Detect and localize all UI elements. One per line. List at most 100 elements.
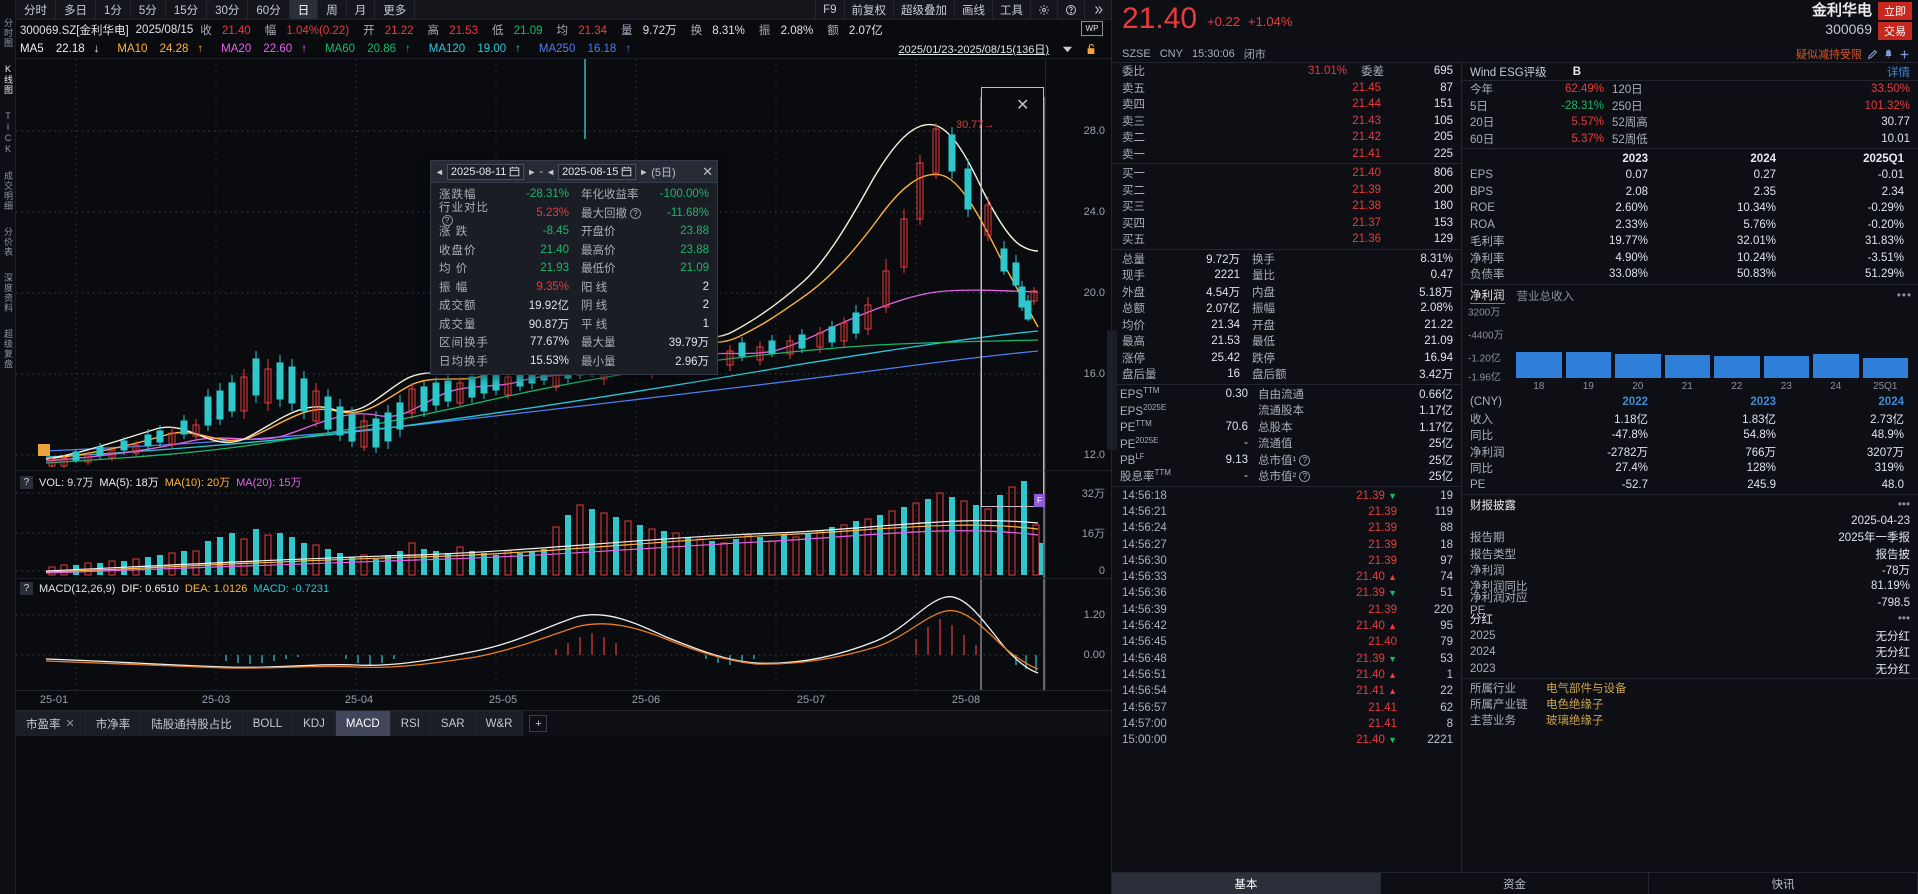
- tab-boll[interactable]: BOLL: [242, 711, 294, 736]
- bid-row[interactable]: 买二 21.39 200: [1122, 183, 1453, 197]
- ask-row[interactable]: 卖二 21.42 205: [1122, 131, 1453, 145]
- time-and-sales[interactable]: 14:56:18 21.39 ▼ 19 14:56:21 21.39 119 14:56…: [1112, 488, 1461, 749]
- next-arrow-icon[interactable]: ►: [527, 166, 537, 177]
- tab-pe-ratio[interactable]: 市盈率 ✕: [16, 711, 86, 736]
- quote-close: 收 21.40: [200, 25, 251, 37]
- quote-sidebar: 21.40 +0.22 +1.04% 金利华电 300069 立即 交易 SZSE…: [1107, 0, 1918, 894]
- bid-row[interactable]: 买三 21.38 180: [1122, 200, 1453, 214]
- indicator-tabs: 市盈率 ✕ 市净率 陆股通持股占比 BOLL KDJ MACD RSI SAR W…: [16, 710, 1111, 736]
- close-icon[interactable]: ✕: [702, 163, 713, 179]
- more-options-icon[interactable]: •••: [1896, 289, 1912, 302]
- date-to-input[interactable]: 2025-08-15: [558, 163, 637, 180]
- wp-badge[interactable]: WP: [1081, 21, 1103, 36]
- next-arrow-icon-2[interactable]: ►: [639, 166, 649, 177]
- date-range-selector[interactable]: 2025/01/23-2025/08/15(136日): [899, 41, 1105, 57]
- tick-row: 14:56:30 21.39 97: [1122, 554, 1453, 567]
- button-f9[interactable]: F9: [815, 0, 843, 19]
- tab-rsi[interactable]: RSI: [390, 711, 431, 736]
- tab-kdj[interactable]: KDJ: [293, 711, 336, 736]
- calendar-icon-2[interactable]: [621, 166, 632, 177]
- tab-wr[interactable]: W&R: [475, 711, 524, 736]
- rail-item-deep-data[interactable]: 深度资料: [3, 273, 13, 313]
- calendar-icon[interactable]: [509, 166, 520, 177]
- help-icon[interactable]: ?: [20, 475, 33, 489]
- plus-icon[interactable]: [1899, 49, 1910, 60]
- chevron-down-icon[interactable]: [1062, 44, 1073, 55]
- tab-multiday[interactable]: 多日: [56, 0, 96, 19]
- more-options-icon[interactable]: •••: [1897, 613, 1910, 626]
- sidebar-scrollbar[interactable]: [1107, 330, 1117, 450]
- volume-chart-pane[interactable]: ? VOL: 9.7万 MA(5): 18万 MA(10): 20万 MA(20…: [16, 470, 1111, 578]
- bell-icon[interactable]: [1883, 49, 1894, 60]
- date-from-input[interactable]: 2025-08-11: [446, 163, 525, 180]
- tab-net-profit[interactable]: 净利润: [1470, 287, 1505, 304]
- help-icon[interactable]: [1057, 0, 1084, 19]
- tab-sar[interactable]: SAR: [430, 711, 476, 736]
- lock-open-icon[interactable]: [1086, 43, 1096, 55]
- trade-now-button[interactable]: 立即: [1878, 2, 1912, 20]
- rail-item-super-replay[interactable]: 超级复盘: [3, 329, 13, 369]
- rail-item-trade-detail[interactable]: 成交明细: [3, 171, 13, 211]
- tab-northbound-holding[interactable]: 陆股通持股占比: [141, 711, 243, 736]
- tab-funds[interactable]: 资金: [1381, 873, 1650, 894]
- close-icon[interactable]: ✕: [65, 718, 75, 730]
- more-options-icon[interactable]: •••: [1897, 498, 1910, 511]
- help-icon[interactable]: ?: [442, 214, 453, 226]
- selection-region-box[interactable]: [981, 87, 1044, 507]
- tab-news[interactable]: 快讯: [1649, 873, 1918, 894]
- ma-indicator-line: MA5 22.18 ↓ MA10 24.28 ↑ MA20 22.60 ↑ MA60 …: [16, 21, 1111, 58]
- tab-intraday[interactable]: 分时: [16, 0, 56, 19]
- button-adjust-price[interactable]: 前复权: [843, 0, 894, 19]
- esg-detail-link[interactable]: 详情: [1887, 66, 1910, 79]
- marker-orange[interactable]: [38, 444, 50, 456]
- dividend-row: 2025 无分红: [1470, 629, 1910, 643]
- flag-marker-f[interactable]: F: [1034, 494, 1045, 507]
- tab-macd[interactable]: MACD: [335, 711, 391, 736]
- prev-arrow-icon-2[interactable]: ◄: [546, 166, 556, 177]
- tab-total-revenue[interactable]: 营业总收入: [1516, 290, 1575, 303]
- ma5-value: MA5 22.18 ↓: [20, 43, 100, 55]
- gear-icon[interactable]: [1030, 0, 1057, 19]
- tab-60min[interactable]: 60分: [248, 0, 290, 19]
- ask-row[interactable]: 卖四 21.44 151: [1122, 98, 1453, 112]
- tab-1min[interactable]: 1分: [96, 0, 131, 19]
- bid-row[interactable]: 买五 21.36 129: [1122, 233, 1453, 247]
- button-draw-line[interactable]: 画线: [954, 0, 992, 19]
- income-header: (CNY) 2022 2023 2024: [1470, 396, 1904, 408]
- macd-chart-pane[interactable]: ? MACD(12,26,9) DIF: 0.6510 DEA: 1.0126 …: [16, 578, 1111, 690]
- tab-more[interactable]: 更多: [375, 0, 416, 19]
- tab-15min[interactable]: 15分: [166, 0, 208, 19]
- esg-title: Wind ESG评级: [1470, 66, 1547, 79]
- prev-arrow-icon[interactable]: ◄: [435, 166, 444, 177]
- help-icon-2[interactable]: ?: [630, 207, 641, 219]
- tab-monthly[interactable]: 月: [347, 0, 376, 19]
- help-icon[interactable]: ?: [1299, 471, 1311, 483]
- pencil-icon[interactable]: [1867, 49, 1878, 60]
- rail-item-tick[interactable]: TICK: [3, 111, 13, 155]
- close-x-icon[interactable]: ✕: [1016, 97, 1030, 114]
- ma10-value: MA10 24.28 ↑: [117, 43, 204, 55]
- trade-button[interactable]: 交易: [1878, 22, 1912, 40]
- tab-weekly[interactable]: 周: [318, 0, 347, 19]
- ask-row[interactable]: 卖五 21.45 87: [1122, 81, 1453, 95]
- tab-basic[interactable]: 基本: [1112, 873, 1381, 894]
- bid-row[interactable]: 买四 21.37 153: [1122, 216, 1453, 230]
- ask-row[interactable]: 卖三 21.43 105: [1122, 114, 1453, 128]
- rail-item-price-table[interactable]: 分价表: [3, 227, 13, 257]
- range-statistics-popup[interactable]: ◄ 2025-08-11 ► - ◄ 2025-08-15 ► (5: [430, 160, 718, 375]
- help-icon[interactable]: ?: [1299, 454, 1311, 466]
- ask-row[interactable]: 卖一 21.41 225: [1122, 147, 1453, 161]
- tab-5min[interactable]: 5分: [131, 0, 166, 19]
- tab-pb-ratio[interactable]: 市净率: [85, 711, 142, 736]
- button-super-overlay[interactable]: 超级叠加: [893, 0, 954, 19]
- help-icon[interactable]: ?: [20, 582, 33, 595]
- chevron-double-right-icon[interactable]: [1084, 0, 1111, 19]
- plus-icon[interactable]: +: [529, 715, 548, 732]
- rail-item-intraday[interactable]: 分时图: [3, 18, 13, 48]
- income-row: 收入 1.18亿 1.83亿 2.73亿: [1470, 413, 1904, 426]
- bid-row[interactable]: 买一 21.40 806: [1122, 167, 1453, 181]
- tab-30min[interactable]: 30分: [207, 0, 249, 19]
- button-tools[interactable]: 工具: [992, 0, 1030, 19]
- tab-daily[interactable]: 日: [289, 0, 319, 19]
- rail-item-kline[interactable]: K线图: [3, 64, 13, 95]
